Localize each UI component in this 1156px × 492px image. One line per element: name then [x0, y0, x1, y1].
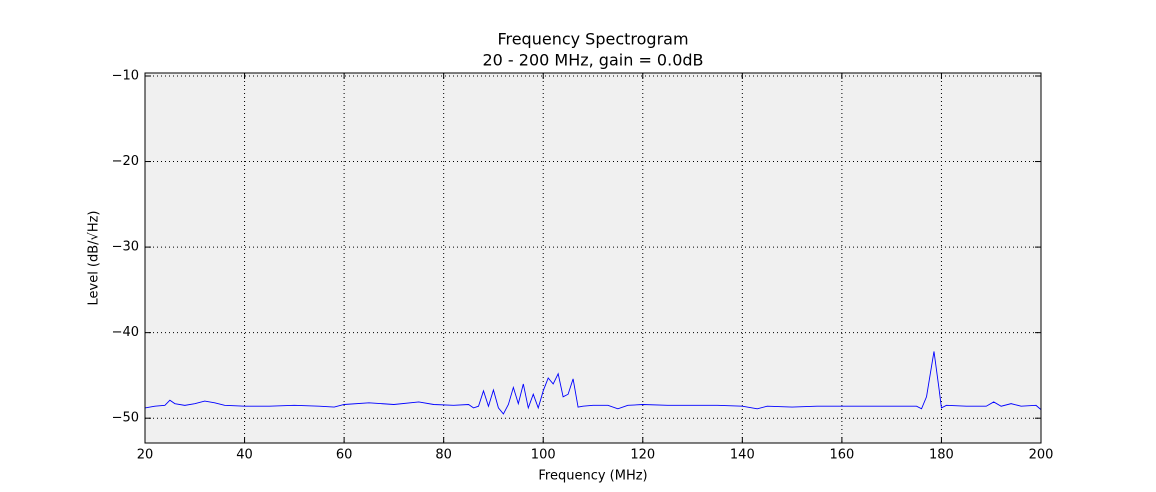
y-tick-label: −50	[112, 411, 139, 426]
x-tick-label: 120	[630, 448, 655, 463]
x-tick-label: 160	[829, 448, 854, 463]
y-tick-label: −40	[112, 325, 139, 340]
x-tick-label: 40	[236, 448, 253, 463]
chart-subtitle: 20 - 200 MHz, gain = 0.0dB	[482, 51, 703, 70]
chart-title: Frequency Spectrogram	[497, 30, 688, 49]
x-axis-label: Frequency (MHz)	[538, 469, 647, 484]
x-tick-label: 60	[336, 448, 353, 463]
x-tick-label: 180	[929, 448, 954, 463]
plot-frame	[144, 72, 1042, 444]
y-tick-label: −30	[112, 240, 139, 255]
plot-area	[145, 73, 1041, 443]
x-tick-label: 140	[730, 448, 755, 463]
y-tick-label: −10	[112, 68, 139, 83]
x-tick-label: 100	[531, 448, 556, 463]
y-tick-label: −20	[112, 154, 139, 169]
y-axis-label: Level (dB/√Hz)	[87, 210, 102, 305]
x-tick-label: 200	[1029, 448, 1054, 463]
line	[144, 351, 1042, 415]
x-tick-label: 80	[435, 448, 452, 463]
x-tick-label: 20	[137, 448, 154, 463]
